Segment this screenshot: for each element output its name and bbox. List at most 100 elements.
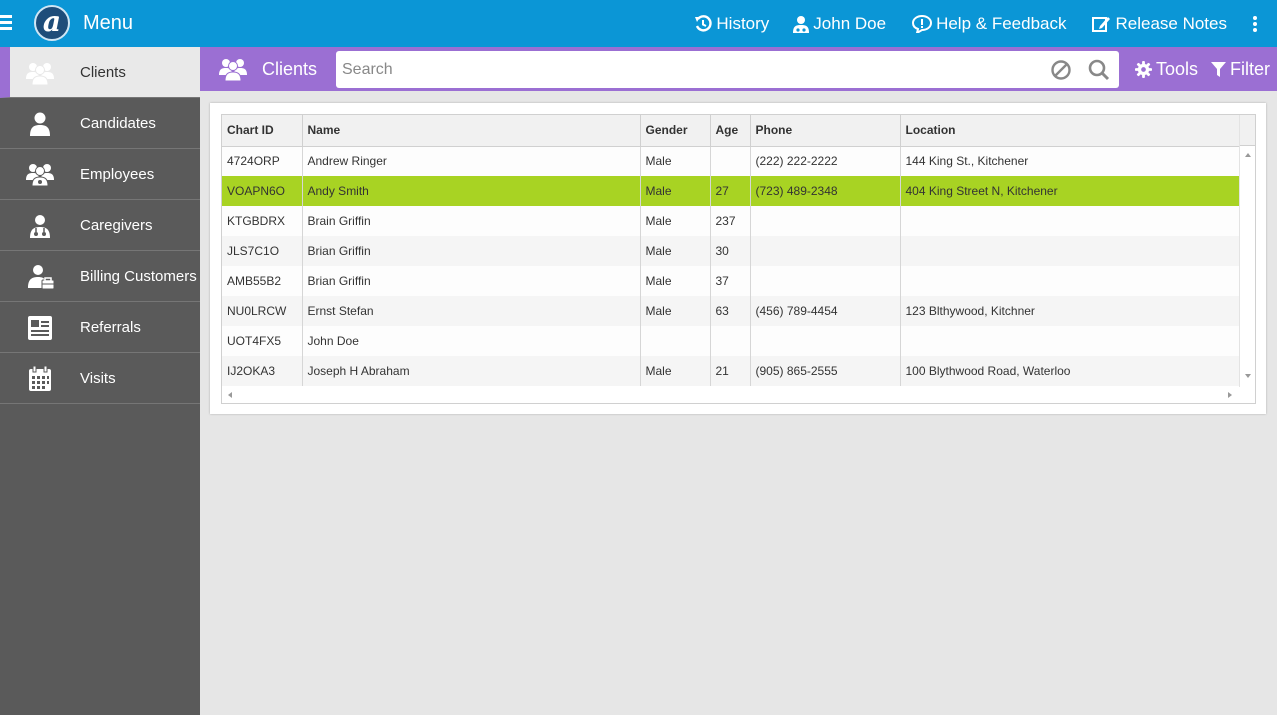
cell-location	[900, 236, 1240, 266]
calendar-icon	[29, 366, 51, 391]
content-panel: Chart ID Name Gender Age Phone Location …	[210, 103, 1266, 414]
filter-icon	[1211, 61, 1226, 77]
cell-location: 123 Blthywood, Kitchner	[900, 296, 1240, 326]
table-row[interactable]: IJ2OKA3 Joseph H Abraham Male 21 (905) 8…	[222, 356, 1240, 386]
user-menu-button[interactable]: John Doe	[793, 14, 886, 34]
cell-phone	[750, 206, 901, 236]
caregivers-icon	[30, 215, 50, 238]
cell-name: Ernst Stefan	[302, 296, 641, 326]
table-row[interactable]: JLS7C1O Brian Griffin Male 30	[222, 236, 1240, 266]
billing-customers-icon	[28, 265, 54, 290]
help-feedback-label: Help & Feedback	[936, 13, 1067, 33]
release-notes-label: Release Notes	[1115, 13, 1227, 33]
column-header-location[interactable]: Location	[900, 115, 1240, 147]
clients-icon	[26, 63, 54, 86]
hamburger-menu-icon[interactable]	[0, 15, 12, 31]
cell-chart-id: KTGBDRX	[222, 206, 303, 236]
more-options-icon[interactable]	[1253, 14, 1257, 34]
cell-gender: Male	[640, 356, 711, 386]
scroll-left-arrow-icon[interactable]	[228, 392, 232, 398]
sidebar-item-caregivers[interactable]: Caregivers	[0, 200, 200, 251]
clients-table: Chart ID Name Gender Age Phone Location …	[222, 115, 1240, 386]
help-feedback-button[interactable]: Help & Feedback	[912, 14, 1066, 34]
sidebar-item-visits[interactable]: Visits	[0, 353, 200, 404]
scroll-right-arrow-icon[interactable]	[1228, 392, 1232, 398]
column-header-age[interactable]: Age	[710, 115, 751, 147]
sidebar-item-label: Candidates	[80, 114, 156, 132]
filter-label: Filter	[1230, 59, 1270, 79]
clear-search-icon[interactable]	[1050, 59, 1072, 81]
column-header-phone[interactable]: Phone	[750, 115, 901, 147]
history-button[interactable]: History	[694, 14, 769, 34]
sidebar-item-billing-customers[interactable]: Billing Customers	[0, 251, 200, 302]
cell-location	[900, 326, 1240, 356]
cell-gender: Male	[640, 266, 711, 296]
gear-icon	[1135, 61, 1152, 78]
cell-chart-id: JLS7C1O	[222, 236, 303, 266]
edit-icon	[1092, 16, 1111, 32]
table-row[interactable]: NU0LRCW Ernst Stefan Male 63 (456) 789-4…	[222, 296, 1240, 326]
cell-phone: (905) 865-2555	[750, 356, 901, 386]
column-header-gender[interactable]: Gender	[640, 115, 711, 147]
top-bar: a Menu History John Doe	[0, 0, 1277, 47]
table-row-selected[interactable]: VOAPN6O Andy Smith Male 27 (723) 489-234…	[222, 176, 1240, 206]
feedback-icon	[912, 14, 933, 33]
cell-location	[900, 266, 1240, 296]
table-row[interactable]: 4724ORP Andrew Ringer Male (222) 222-222…	[222, 146, 1240, 176]
cell-location	[900, 206, 1240, 236]
cell-name: Brian Griffin	[302, 236, 641, 266]
app-logo[interactable]: a	[34, 5, 70, 41]
table-body: 4724ORP Andrew Ringer Male (222) 222-222…	[222, 146, 1240, 386]
cell-age: 237	[710, 206, 751, 236]
sidebar-item-employees[interactable]: Employees	[0, 149, 200, 200]
candidates-icon	[30, 112, 50, 136]
history-label: History	[716, 13, 770, 33]
sidebar-item-label: Clients	[80, 63, 126, 81]
clients-grid: Chart ID Name Gender Age Phone Location …	[221, 114, 1256, 404]
cell-age: 37	[710, 266, 751, 296]
table-row[interactable]: KTGBDRX Brain Griffin Male 237	[222, 206, 1240, 236]
sidebar-item-label: Employees	[80, 165, 155, 183]
logo-letter: a	[42, 5, 62, 38]
menu-title[interactable]: Menu	[83, 12, 134, 34]
search-icon[interactable]	[1087, 58, 1111, 82]
cell-age: 21	[710, 356, 751, 386]
cell-gender	[640, 326, 711, 356]
cell-chart-id: 4724ORP	[222, 146, 303, 176]
sidebar: Clients Candidates Employees Caregivers	[0, 47, 200, 715]
cell-chart-id: VOAPN6O	[222, 176, 303, 206]
cell-name: Brain Griffin	[302, 206, 641, 236]
table-row[interactable]: UOT4FX5 John Doe	[222, 326, 1240, 356]
cell-age	[710, 146, 751, 176]
sidebar-item-label: Caregivers	[80, 216, 153, 234]
search-input[interactable]	[336, 51, 1036, 88]
filter-button[interactable]: Filter	[1211, 59, 1270, 80]
cell-phone	[750, 326, 901, 356]
release-notes-button[interactable]: Release Notes	[1092, 14, 1227, 34]
column-header-chart-id[interactable]: Chart ID	[222, 115, 303, 147]
cell-gender: Male	[640, 146, 711, 176]
sidebar-item-referrals[interactable]: Referrals	[0, 302, 200, 353]
tools-button[interactable]: Tools	[1135, 59, 1198, 80]
cell-age: 63	[710, 296, 751, 326]
page-title: Clients	[262, 59, 318, 79]
table-row[interactable]: AMB55B2 Brian Griffin Male 37	[222, 266, 1240, 296]
cell-chart-id: UOT4FX5	[222, 326, 303, 356]
scroll-down-arrow-icon[interactable]	[1245, 374, 1251, 378]
cell-gender: Male	[640, 176, 711, 206]
cell-name: John Doe	[302, 326, 641, 356]
search-box	[336, 51, 1119, 88]
tools-label: Tools	[1156, 59, 1199, 79]
cell-name: Andrew Ringer	[302, 146, 641, 176]
cell-phone	[750, 236, 901, 266]
cell-gender: Male	[640, 206, 711, 236]
sidebar-item-clients[interactable]: Clients	[0, 47, 200, 98]
referrals-icon	[28, 316, 52, 340]
vertical-scrollbar[interactable]	[1239, 115, 1255, 387]
cell-chart-id: AMB55B2	[222, 266, 303, 296]
sidebar-item-candidates[interactable]: Candidates	[0, 98, 200, 149]
horizontal-scrollbar[interactable]	[222, 387, 1239, 403]
cell-gender: Male	[640, 236, 711, 266]
scroll-up-arrow-icon[interactable]	[1245, 153, 1251, 157]
column-header-name[interactable]: Name	[302, 115, 641, 147]
